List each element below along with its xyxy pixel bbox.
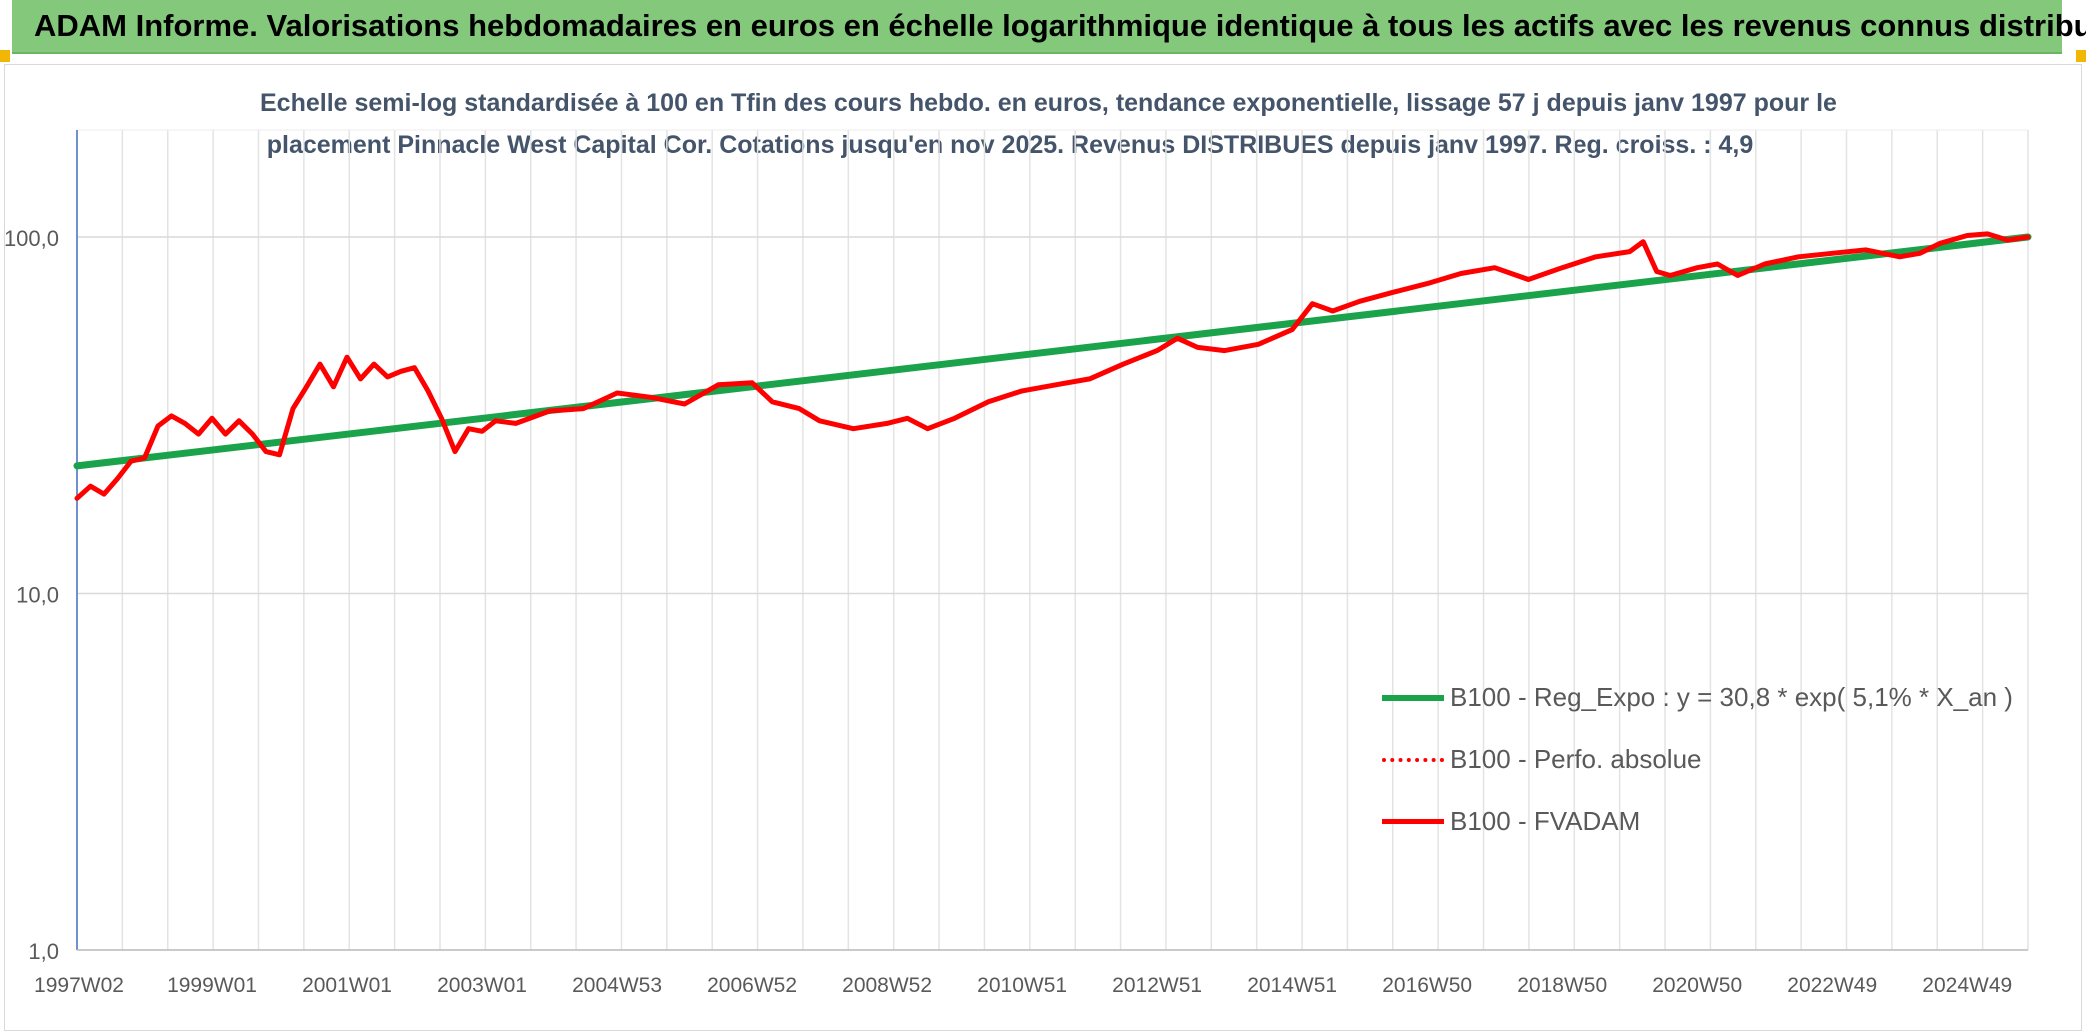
x-tick-label: 2004W53 <box>572 974 662 997</box>
series-layer <box>73 231 2032 501</box>
legend-item-perfo[interactable]: B100 - Perfo. absolue <box>1382 742 2002 782</box>
report-title: ADAM Informe. Valorisations hebdomadaire… <box>34 8 2086 43</box>
x-tick-label: 1997W02 <box>34 974 124 997</box>
legend-label-fvadam: B100 - FVADAM <box>1450 806 1641 836</box>
chart-title-line1: Echelle semi-log standardisée à 100 en T… <box>260 89 1837 117</box>
tick-label-layer: 1,0 10,0 100,0 1997W02 1999W01 2001W01 2003W01… <box>4 226 2012 997</box>
axis-layer <box>76 130 2028 951</box>
y-tick-label: 100,0 <box>4 226 59 251</box>
chart-area-border <box>4 64 2082 1031</box>
x-tick-label: 1999W01 <box>167 974 257 997</box>
x-tick-label: 2018W50 <box>1517 974 1607 997</box>
series-fvadam-line <box>74 231 2031 501</box>
x-tick-label: 2016W50 <box>1382 974 1472 997</box>
corner-accent-right <box>2076 50 2086 62</box>
x-tick-label: 2010W51 <box>977 974 1067 997</box>
x-tick-label: 2008W52 <box>842 974 932 997</box>
x-tick-label: 2020W50 <box>1652 974 1742 997</box>
legend-item-fvadam[interactable]: B100 - FVADAM <box>1382 804 2002 844</box>
y-tick-label: 1,0 <box>28 939 59 964</box>
x-tick-label: 2024W49 <box>1922 974 2012 997</box>
series-regression-line <box>73 233 2032 470</box>
x-tick-label: 2022W49 <box>1787 974 1877 997</box>
legend-swatch-regression <box>1382 695 1444 701</box>
y-tick-label: 10,0 <box>16 583 59 608</box>
chart-title-line2: placement Pinnacle West Capital Cor. Cot… <box>266 131 1754 159</box>
corner-accent-left <box>0 50 10 62</box>
legend-swatch-perfo <box>1382 758 1444 762</box>
legend-label-regression: B100 - Reg_Expo : y = 30,8 * exp( 5,1% *… <box>1450 682 2013 712</box>
x-tick-label: 2003W01 <box>437 974 527 997</box>
x-tick-label: 2001W01 <box>302 974 392 997</box>
x-tick-label: 2014W51 <box>1247 974 1337 997</box>
x-tick-label: 2006W52 <box>707 974 797 997</box>
legend-label-perfo: B100 - Perfo. absolue <box>1450 744 1702 774</box>
legend-swatch-fvadam <box>1382 819 1444 824</box>
legend-item-regression[interactable]: B100 - Reg_Expo : y = 30,8 * exp( 5,1% *… <box>1382 680 2013 720</box>
report-banner: ADAM Informe. Valorisations hebdomadaire… <box>12 0 2086 54</box>
x-tick-label: 2012W51 <box>1112 974 1202 997</box>
